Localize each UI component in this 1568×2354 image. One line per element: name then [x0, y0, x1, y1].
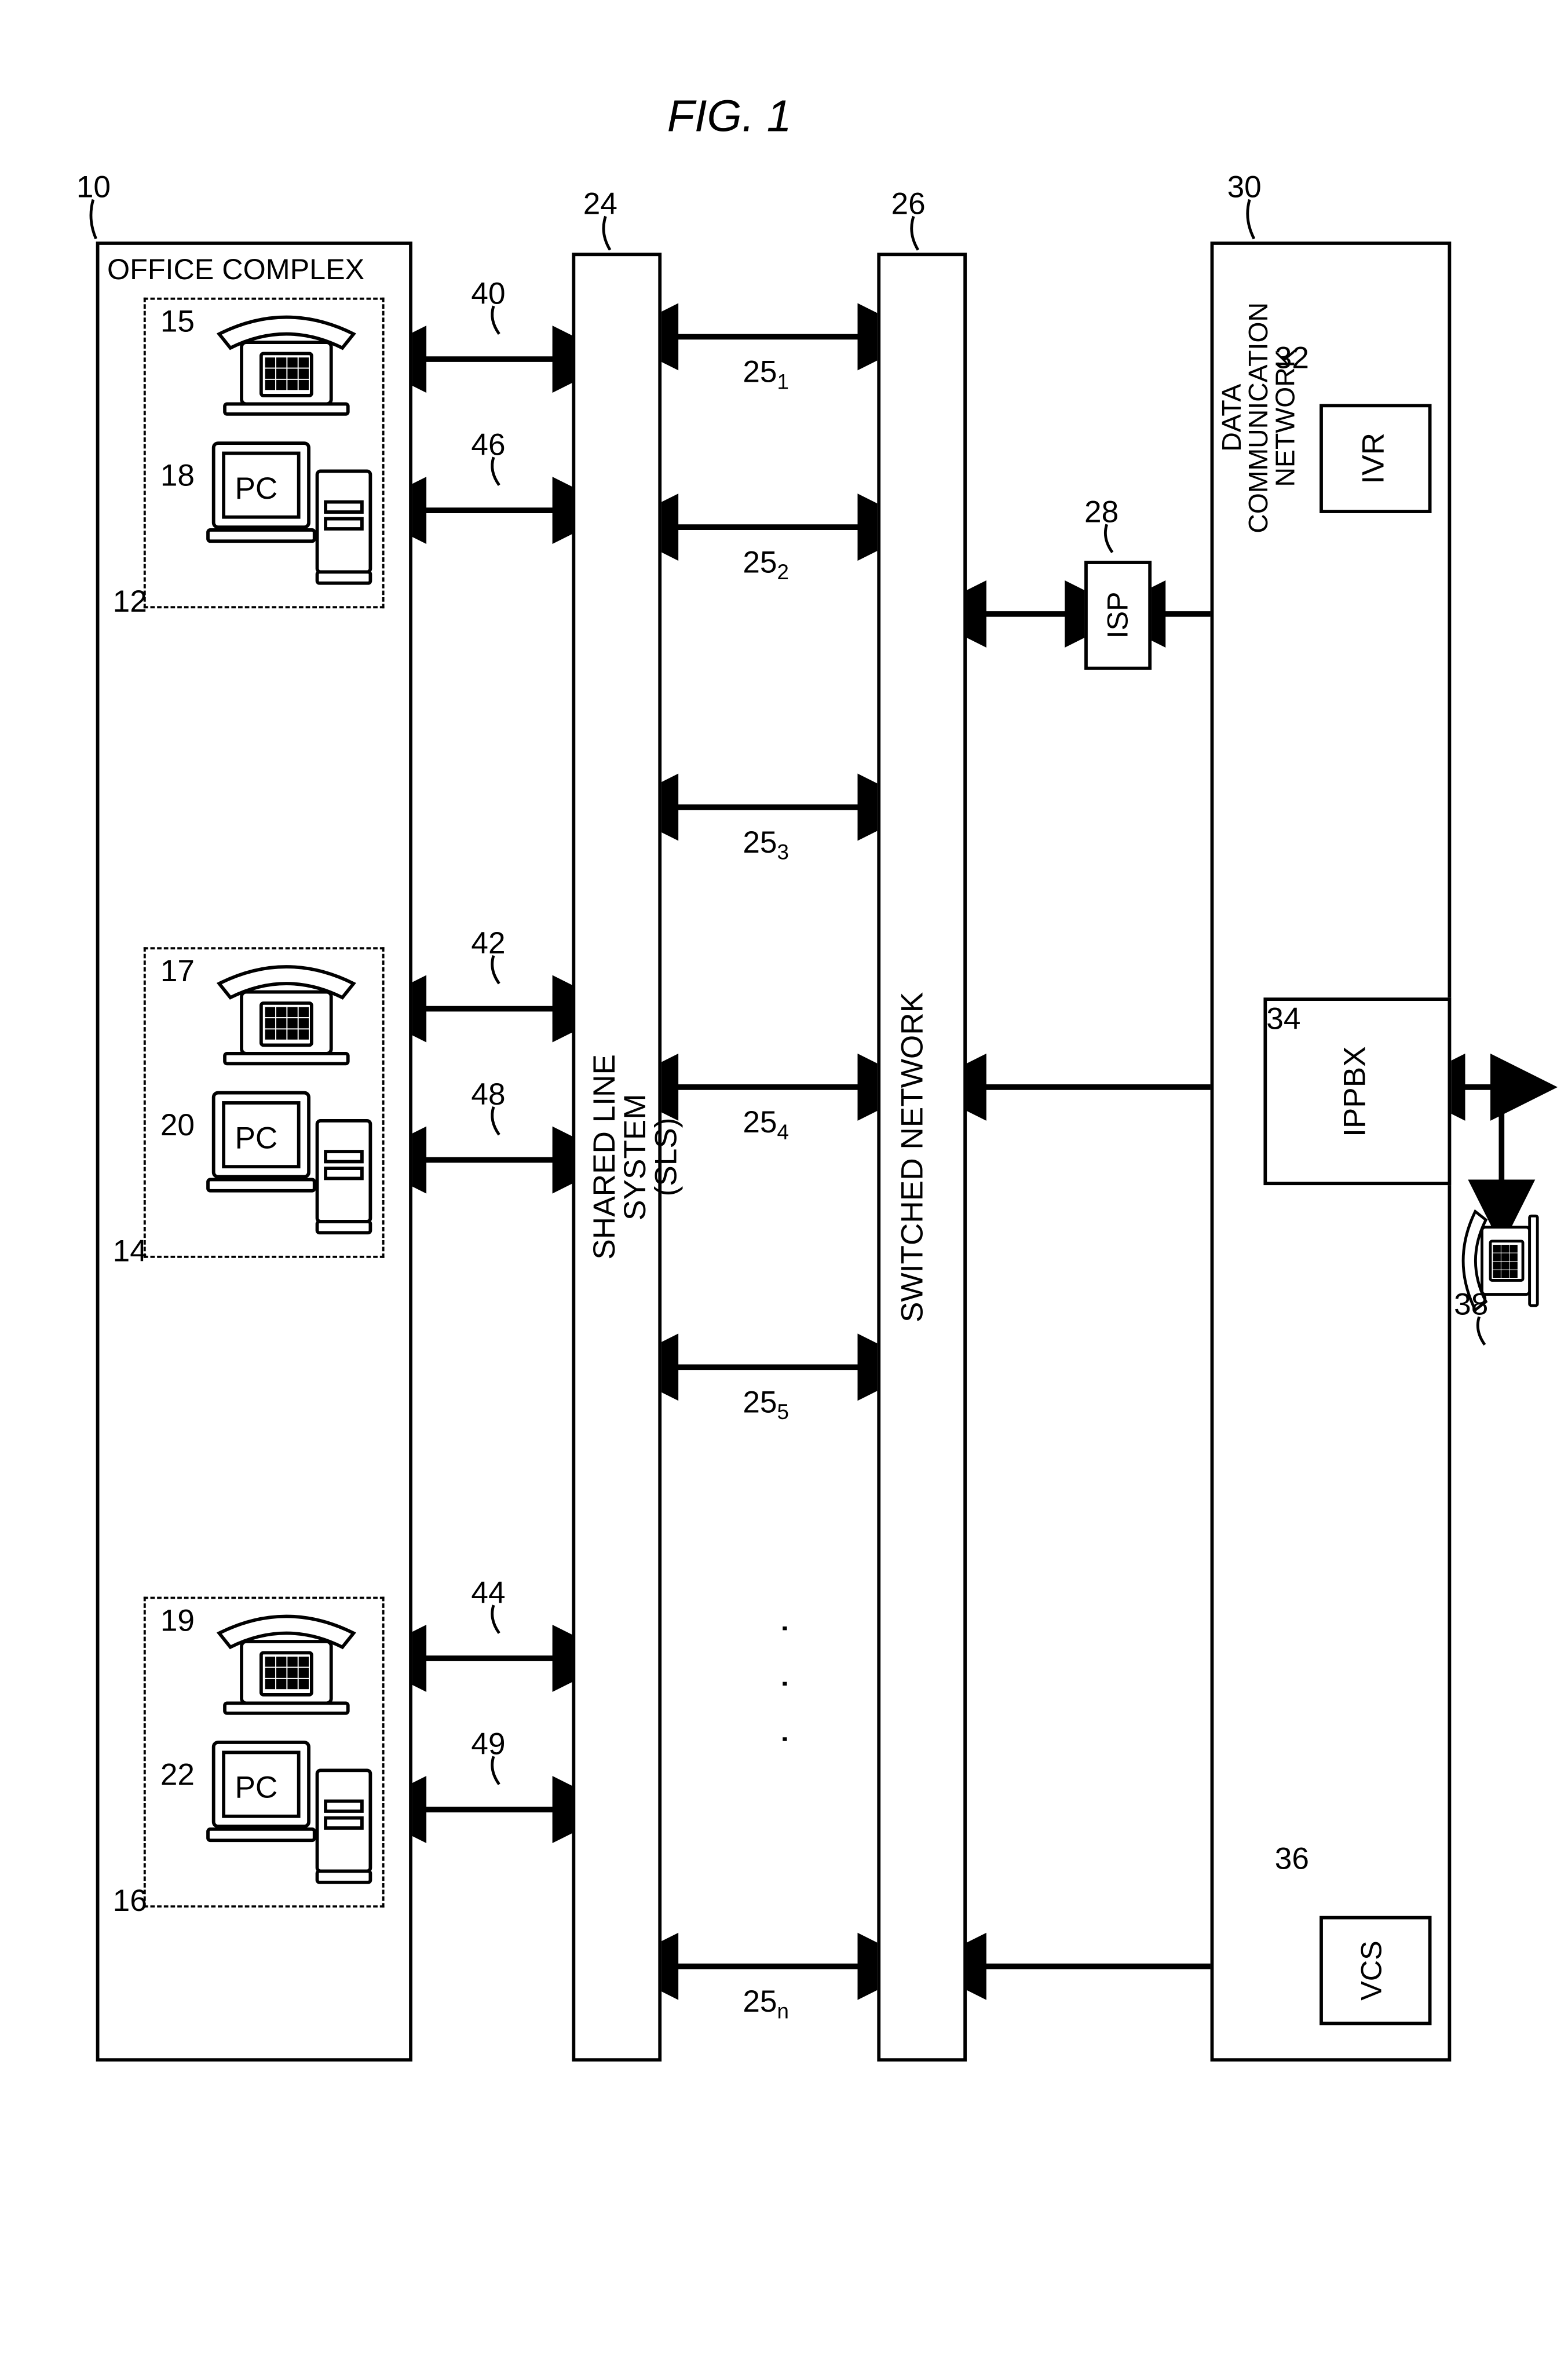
pc-icon-1	[208, 437, 376, 588]
isp-label: ISP	[1101, 575, 1135, 656]
ref-24: 24	[583, 185, 617, 221]
ivr-label: IVR	[1355, 418, 1394, 499]
sls-t1: SHARED LINE	[587, 1054, 622, 1260]
dots-25: . . .	[751, 1563, 785, 1788]
lead-10	[91, 200, 96, 239]
ref-46: 46	[471, 426, 505, 462]
pc-label-1: PC	[235, 470, 277, 506]
ref-10: 10	[76, 169, 111, 204]
ref-40: 40	[471, 275, 505, 311]
label-25-1: 251	[743, 353, 789, 394]
phone-icon-1	[208, 309, 365, 421]
pc-icon-3	[208, 1737, 376, 1888]
pc-label-2: PC	[235, 1120, 277, 1156]
ref-34: 34	[1266, 1000, 1300, 1036]
label-25-2: 252	[743, 544, 789, 585]
ref-17: 17	[160, 953, 195, 989]
ref-26: 26	[891, 185, 926, 221]
vcs-label: VCS	[1355, 1930, 1394, 2011]
ref-30: 30	[1227, 169, 1262, 204]
office-complex-title: OFFICE COMPLEX	[107, 253, 364, 286]
dcn-t1: DATA	[1217, 384, 1247, 452]
ref-28: 28	[1084, 494, 1119, 529]
lead-30	[1248, 200, 1254, 239]
ref-32: 32	[1275, 339, 1309, 375]
ref-49: 49	[471, 1726, 505, 1761]
ippbx-label: IPPBX	[1336, 1020, 1376, 1163]
ref-36: 36	[1275, 1840, 1309, 1876]
dcn-title: DATA COMMUNICATION NETWORK	[1219, 250, 1297, 586]
ref-42: 42	[471, 925, 505, 961]
pc-icon-2	[208, 1087, 376, 1238]
sls-title: SHARED LINE SYSTEM (SLS)	[589, 919, 645, 1395]
ref-16: 16	[113, 1883, 147, 1918]
phone-icon-3	[208, 1608, 365, 1720]
label-25-4: 254	[743, 1104, 789, 1145]
ref-44: 44	[471, 1574, 505, 1610]
sls-t2: SYSTEM	[617, 1094, 652, 1220]
ref-18: 18	[160, 457, 195, 493]
ref-12: 12	[113, 583, 147, 619]
dcn-t2: COMMUNICATION	[1244, 302, 1274, 533]
ref-19: 19	[160, 1602, 195, 1638]
label-25-n: 25n	[743, 1983, 789, 2024]
sls-t3: (SLS)	[648, 1118, 683, 1197]
ref-15: 15	[160, 303, 195, 339]
ref-14: 14	[113, 1233, 147, 1269]
phone-icon-2	[208, 959, 365, 1070]
pc-label-3: PC	[235, 1769, 277, 1805]
switched-network-title: SWITCHED NETWORK	[894, 919, 950, 1395]
ref-48: 48	[471, 1076, 505, 1112]
label-25-5: 255	[743, 1384, 789, 1425]
label-25-3: 253	[743, 824, 789, 865]
ref-38: 38	[1454, 1286, 1488, 1322]
ref-20: 20	[160, 1107, 195, 1143]
ref-22: 22	[160, 1756, 195, 1792]
